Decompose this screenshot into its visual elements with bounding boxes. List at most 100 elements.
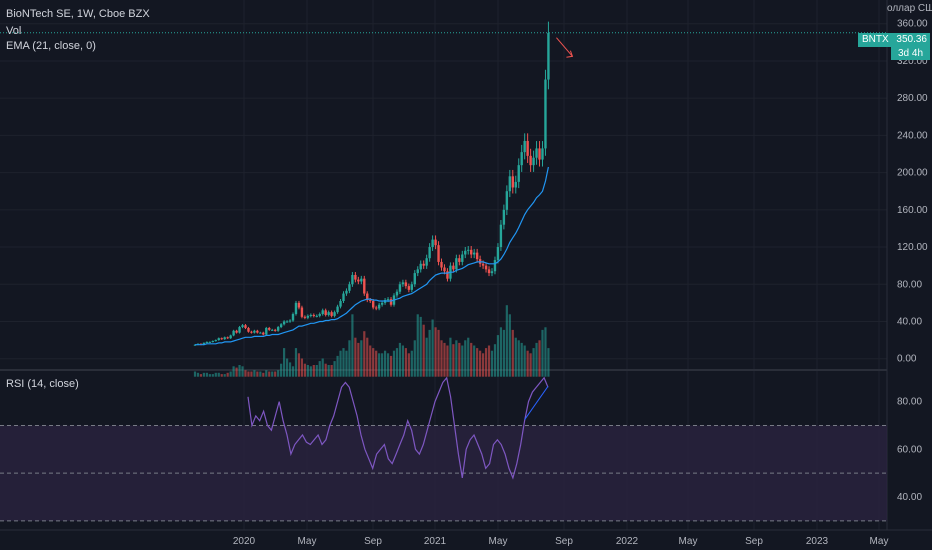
candle-body (410, 284, 414, 290)
volume-bar (505, 305, 508, 377)
volume-bar (544, 327, 547, 377)
volume-bar (386, 353, 390, 377)
candle-body (425, 258, 428, 266)
rsi-legend[interactable]: RSI (14, close) (6, 378, 79, 390)
price-axis-tick: 120.00 (897, 242, 928, 253)
volume-bar (268, 371, 271, 377)
candle-body (470, 249, 473, 255)
volume-bar (422, 324, 425, 377)
price-axis-tick: 80.00 (897, 279, 922, 290)
volume-bar (277, 370, 280, 377)
volume-bar (199, 374, 203, 377)
volume-bar (342, 348, 345, 377)
volume-bar (238, 364, 241, 377)
candle-body (342, 293, 345, 302)
candle-body (464, 250, 467, 255)
ema-legend[interactable]: EMA (21, close, 0) (6, 40, 96, 52)
candle-body (514, 181, 517, 188)
candle-body (309, 314, 313, 316)
volume-bar (345, 350, 348, 377)
price-axis-tick: 200.00 (897, 168, 928, 179)
volume-bar (443, 342, 446, 377)
candle-body (505, 191, 509, 210)
volume-bar (535, 342, 538, 377)
volume-bar (532, 348, 535, 377)
candle-body (217, 338, 220, 341)
candle-body (354, 274, 357, 280)
candle-body (259, 332, 262, 334)
volume-bar (493, 344, 497, 377)
candle-body (282, 321, 286, 325)
candle-body (541, 148, 544, 160)
projection-arrow (556, 37, 573, 57)
projection-arrow-head (566, 50, 574, 58)
volume-bar (291, 366, 295, 377)
volume-bar (487, 345, 491, 377)
candle-body (499, 224, 503, 248)
volume-bar (452, 344, 455, 377)
candle-body (348, 284, 351, 291)
last-price-tag: BNTX 350.36 (858, 33, 930, 47)
candle-body (481, 263, 485, 266)
volume-bar (324, 363, 327, 377)
candle-body (386, 299, 390, 301)
candle-body (455, 258, 458, 270)
currency-label[interactable]: оллар СШ (887, 3, 932, 14)
volume-bar (440, 340, 443, 377)
candle-body (360, 278, 363, 282)
time-axis-tick: 2022 (616, 536, 639, 547)
volume-bar (455, 340, 458, 377)
candle-body (440, 261, 443, 268)
candle-body (226, 337, 229, 339)
symbol-legend[interactable]: BioNTech SE, 1W, Cboe BZX (6, 8, 150, 20)
candle-body (467, 249, 470, 251)
candle-body (229, 335, 232, 339)
volume-bar (300, 358, 304, 377)
volume-bar (523, 345, 526, 377)
volume-legend[interactable]: Vol (6, 25, 22, 37)
candle-body (351, 274, 354, 285)
volume-bar (502, 329, 505, 377)
candle-body (431, 239, 434, 248)
rsi-line (247, 376, 549, 480)
candle-body (487, 269, 491, 274)
volume-bar (211, 374, 214, 377)
rsi-divergence-line (524, 386, 549, 420)
candle-body (508, 176, 512, 192)
time-axis-tick: 2023 (806, 536, 829, 547)
candle-body (374, 307, 378, 309)
candle-body (520, 152, 523, 166)
volume-bar (517, 340, 520, 377)
candle-body (380, 302, 384, 305)
candle-body (336, 306, 339, 313)
volume-bar (312, 364, 315, 377)
candle-body (389, 299, 393, 305)
volume-bar (288, 362, 292, 377)
candle-body (452, 265, 455, 270)
candle-body (357, 279, 360, 282)
candle-body (253, 330, 256, 333)
volume-bar (446, 345, 449, 377)
candle-body (202, 342, 206, 345)
volume-bar (226, 372, 229, 377)
time-axis-tick: May (870, 536, 889, 547)
volume-bar (244, 370, 247, 377)
volume-bar (416, 314, 419, 377)
time-axis-tick: May (298, 536, 317, 547)
volume-bar (499, 327, 503, 377)
volume-bar (467, 337, 470, 377)
volume-bar (476, 348, 479, 377)
volume-bar (404, 348, 407, 377)
volume-bar (241, 366, 244, 377)
volume-bar (481, 353, 485, 377)
volume-bar (303, 363, 306, 377)
volume-bar (235, 367, 238, 377)
candle-body (339, 301, 342, 307)
volume-bar (214, 372, 217, 377)
volume-bar (357, 342, 360, 377)
candle-body (461, 254, 464, 262)
candle-body (416, 269, 419, 274)
volume-bar (479, 350, 482, 377)
